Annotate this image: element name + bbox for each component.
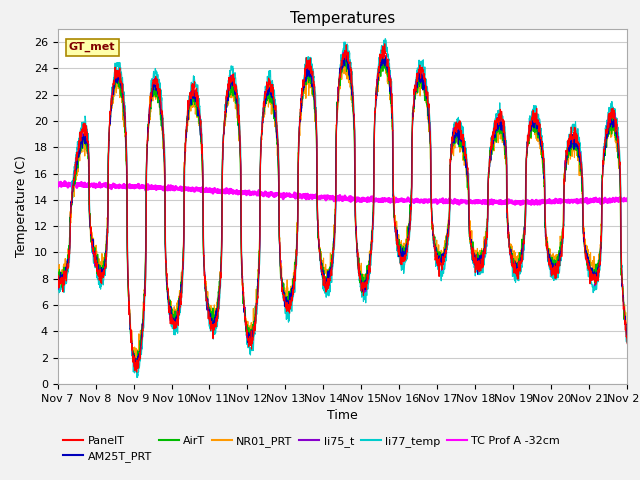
Text: GT_met: GT_met	[69, 42, 115, 52]
X-axis label: Time: Time	[327, 409, 358, 422]
Y-axis label: Temperature (C): Temperature (C)	[15, 156, 28, 257]
Title: Temperatures: Temperatures	[290, 11, 395, 26]
Legend: PanelT, AM25T_PRT, AirT, NR01_PRT, li75_t, li77_temp, TC Prof A -32cm: PanelT, AM25T_PRT, AirT, NR01_PRT, li75_…	[63, 436, 560, 462]
